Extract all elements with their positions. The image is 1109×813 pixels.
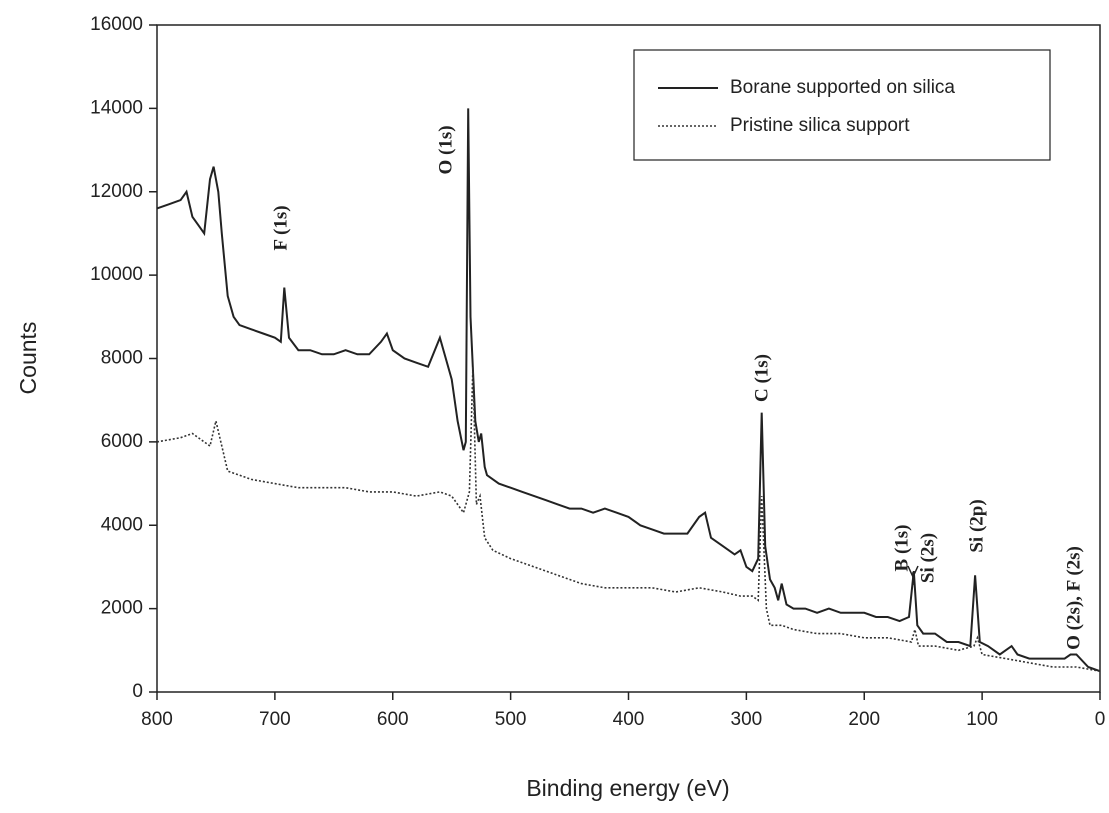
y-tick-label: 4000 bbox=[101, 514, 143, 535]
legend-label: Pristine silica support bbox=[730, 115, 910, 136]
y-axis-label: Counts bbox=[15, 322, 41, 395]
x-tick-label: 300 bbox=[731, 709, 763, 730]
x-tick-label: 600 bbox=[377, 709, 409, 730]
y-tick-label: 0 bbox=[132, 681, 143, 702]
x-tick-label: 800 bbox=[141, 709, 173, 730]
legend-label: Borane supported on silica bbox=[730, 77, 955, 98]
y-tick-label: 2000 bbox=[101, 598, 143, 619]
series-line bbox=[156, 366, 1101, 672]
y-tick-label: 14000 bbox=[90, 97, 143, 118]
x-axis-label: Binding energy (eV) bbox=[526, 775, 729, 801]
series-line bbox=[156, 108, 1101, 673]
y-tick-label: 16000 bbox=[90, 14, 143, 35]
x-tick-label: 200 bbox=[848, 709, 880, 730]
peak-annotation: B (1s) bbox=[891, 525, 912, 572]
x-tick-label: 100 bbox=[966, 709, 998, 730]
y-tick-label: 6000 bbox=[101, 431, 143, 452]
peak-annotation: C (1s) bbox=[751, 354, 772, 402]
x-tick-label: 700 bbox=[259, 709, 291, 730]
peak-annotation: O (1s) bbox=[435, 125, 456, 174]
peak-annotation: F (1s) bbox=[270, 205, 291, 250]
legend bbox=[633, 49, 1051, 161]
y-tick-label: 8000 bbox=[101, 348, 143, 369]
y-tick-label: 12000 bbox=[90, 181, 143, 202]
peak-annotation: Si (2p) bbox=[966, 499, 987, 552]
x-tick-label: 500 bbox=[495, 709, 527, 730]
peak-annotation: O (2s), F (2s) bbox=[1063, 546, 1084, 650]
y-tick-label: 10000 bbox=[90, 264, 143, 285]
peak-annotation: Si (2s) bbox=[917, 533, 938, 583]
x-tick-label: 0 bbox=[1095, 709, 1106, 730]
x-tick-label: 400 bbox=[613, 709, 645, 730]
